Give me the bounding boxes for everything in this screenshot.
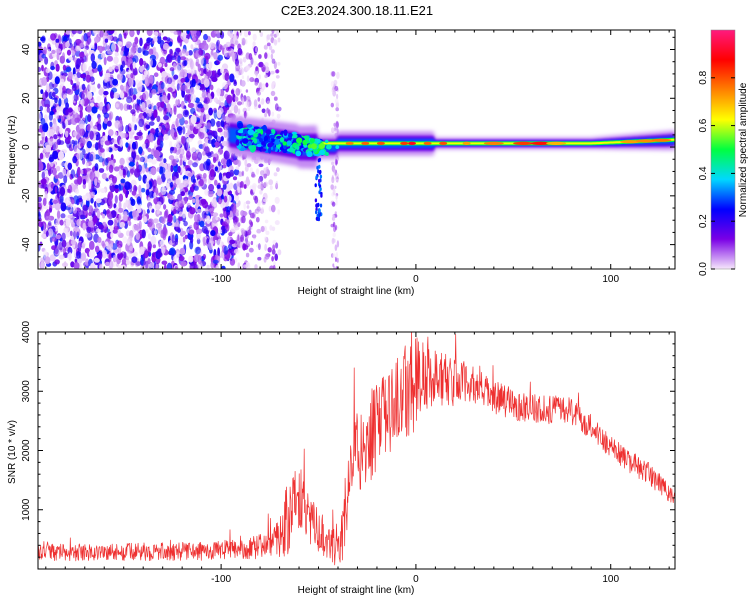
x-tick-label: -100 — [211, 574, 231, 585]
snr-panel: -100 0 100 1000 2000 3000 4000 Height of stra… — [7, 320, 676, 596]
colorbar-tick-label: 0.8 — [698, 70, 709, 84]
snr-series-line — [38, 332, 675, 566]
snr-y-axis-label: SNR (10 * v/v) — [7, 420, 18, 484]
noise-scatter — [38, 30, 340, 269]
colorbar-frame — [710, 29, 736, 270]
x-tick-label: 100 — [602, 574, 619, 585]
colorbar-gradient — [711, 30, 735, 269]
y-tick-label: 3000 — [21, 380, 32, 403]
x-tick-label: 0 — [413, 274, 419, 285]
y-tick-label: 0 — [21, 144, 32, 150]
x-tick-label: 100 — [602, 274, 619, 285]
colorbar-tick-label: 0.4 — [698, 166, 709, 180]
x-tick-label: 0 — [413, 574, 419, 585]
colorbar-label: Normalized spectral amplitude — [738, 82, 749, 217]
snr-y-ticks: 1000 2000 3000 4000 — [21, 320, 675, 558]
spectrogram-heatmap — [38, 30, 675, 269]
y-tick-label: -40 — [21, 237, 32, 252]
figure-title: C2E3.2024.300.18.11.E21 — [281, 3, 433, 18]
spectrogram-panel: -100 0 100 -40 -20 0 20 40 Height of straight … — [7, 29, 676, 297]
snr-x-axis-label: Height of straight line (km) — [298, 585, 415, 596]
y-tick-label: 40 — [21, 44, 32, 56]
y-tick-label: 2000 — [21, 439, 32, 462]
snr-x-ticks: -100 0 100 — [45, 332, 670, 585]
colorbar-tick-label: 0.2 — [698, 214, 709, 228]
colorbar-tick-label: 0.0 — [698, 262, 709, 276]
spectrogram-x-axis-label: Height of straight line (km) — [298, 286, 415, 297]
spectrogram-x-ticks: -100 0 100 — [45, 30, 670, 285]
spectrogram-frame — [37, 29, 676, 270]
y-tick-label: 4000 — [21, 320, 32, 343]
colorbar-tick-label: 0.6 — [698, 118, 709, 132]
y-tick-label: 1000 — [21, 498, 32, 521]
spectrogram-y-ticks: -40 -20 0 20 40 — [21, 36, 675, 270]
snr-frame — [37, 331, 676, 570]
colorbar-ticks: 0.0 0.2 0.4 0.6 0.8 — [698, 70, 735, 276]
spectrogram-y-axis-label: Frequency (Hz) — [7, 116, 18, 185]
y-tick-label: 20 — [21, 92, 32, 104]
x-tick-label: -100 — [211, 274, 231, 285]
colorbar: 0.0 0.2 0.4 0.6 0.8 Normalized spectral ampl… — [698, 29, 749, 276]
y-tick-label: -20 — [21, 188, 32, 203]
signal-band — [228, 115, 675, 222]
